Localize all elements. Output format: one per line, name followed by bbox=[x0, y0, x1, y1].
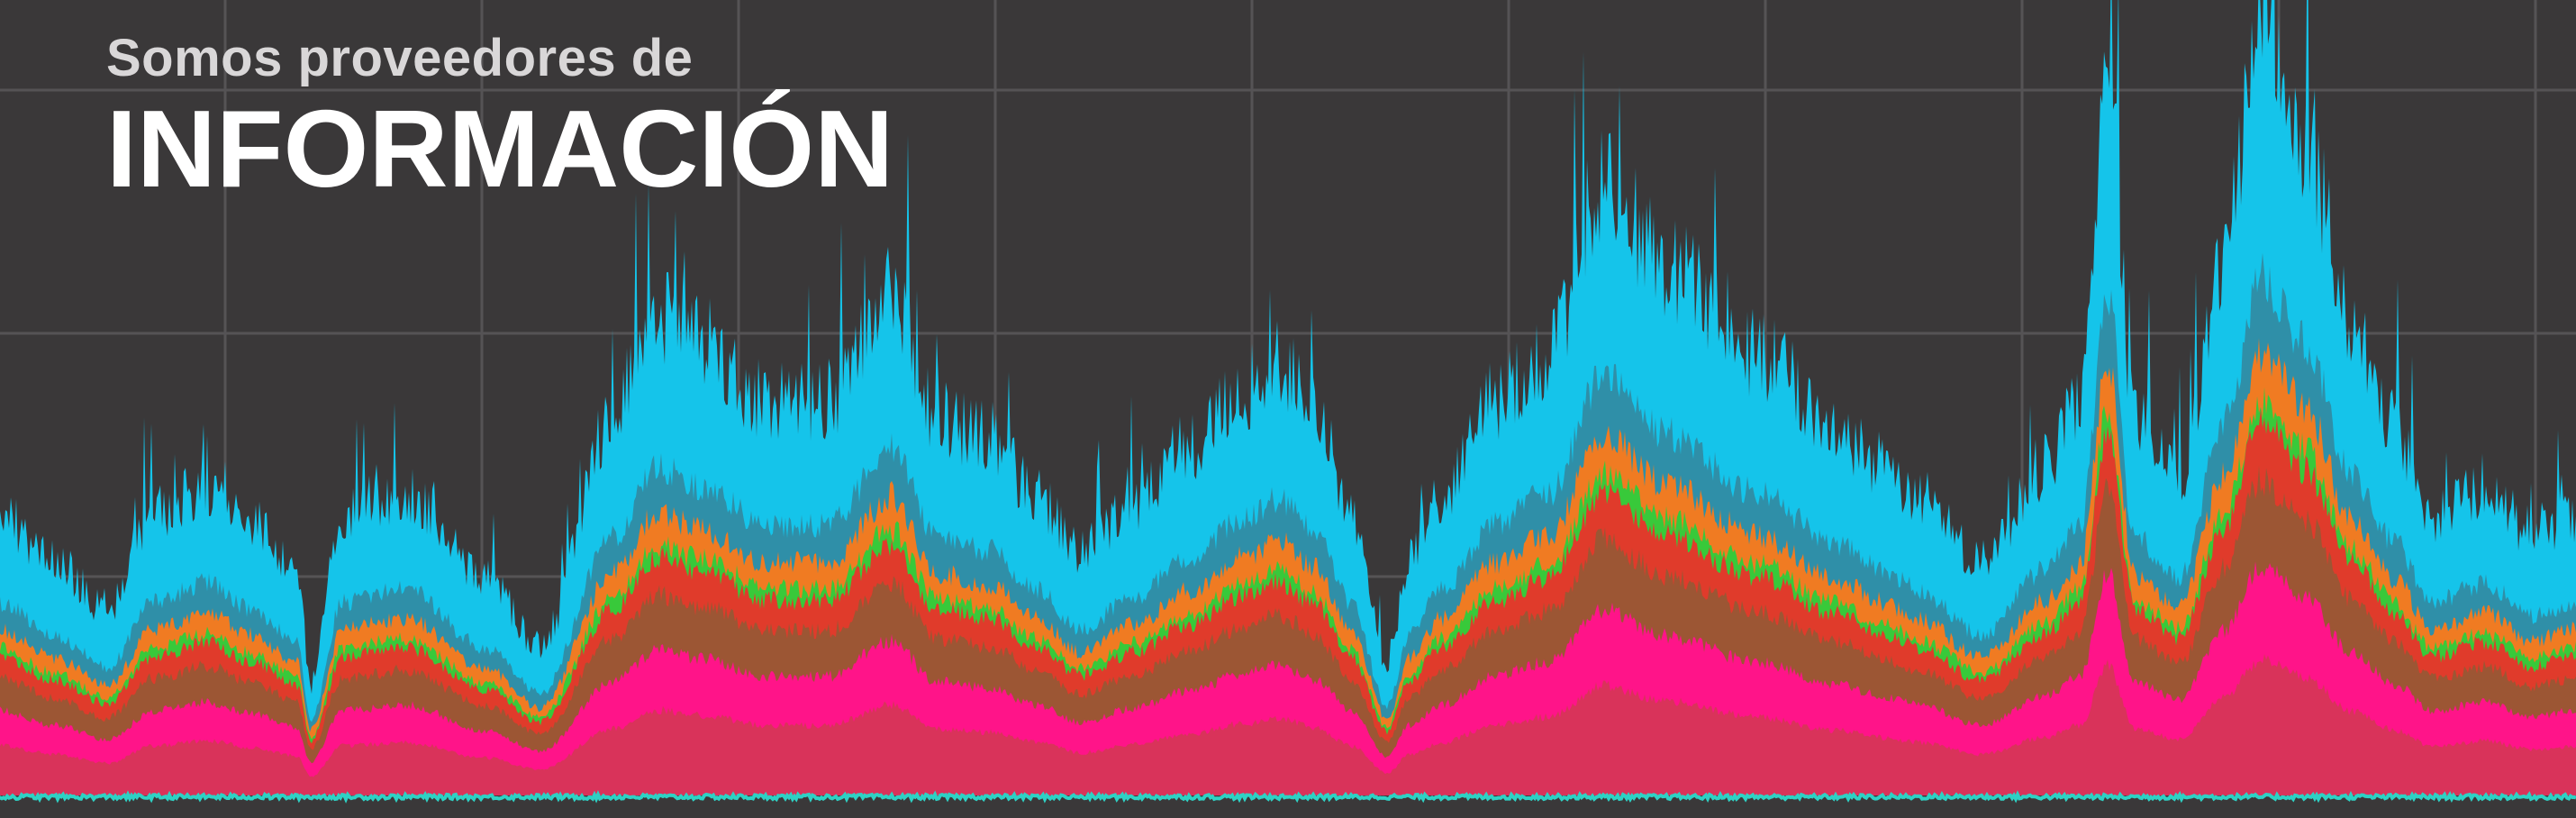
banner-title: INFORMACIÓN bbox=[106, 87, 894, 210]
chart-baseline bbox=[0, 789, 2576, 818]
baseline-line bbox=[0, 789, 2576, 804]
banner-subtitle: Somos proveedores de bbox=[106, 29, 694, 87]
headline: Somos proveedores de INFORMACIÓN bbox=[106, 27, 893, 207]
chart-series bbox=[0, 0, 2576, 798]
area-series-1 bbox=[0, 654, 2576, 797]
baseline-band bbox=[0, 795, 2576, 818]
